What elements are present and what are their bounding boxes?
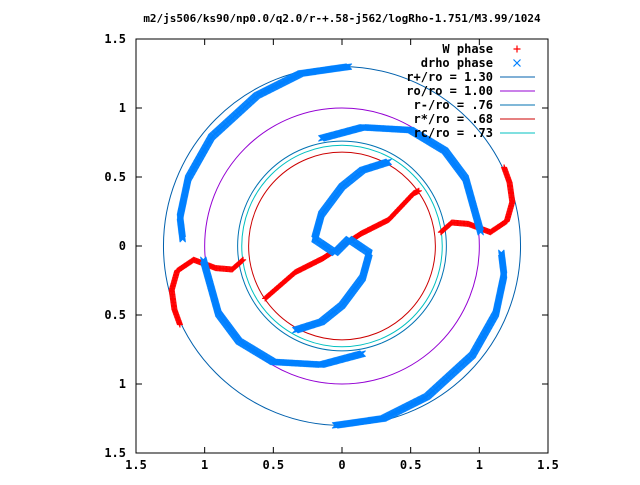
x-tick-label-5: 1 [476,458,483,472]
x-tick-label-4: 0.5 [400,458,422,472]
point-s0-a2-end [501,164,508,171]
legend-swatch-0 [513,45,521,53]
y-tick-label-3: 0 [119,239,126,253]
point-s1-a0-end [291,326,299,334]
y-tick-label-2: 0.5 [104,308,126,322]
legend-label-3: ro/ro = 1.00 [406,84,493,98]
legend-label-6: rc/ro = .73 [414,126,493,140]
circle-3 [248,151,436,341]
point-s1-a1-end [179,235,187,243]
point-s1-a3-end [477,228,485,236]
x-tick-label-6: 1.5 [537,458,559,472]
point-s1-a2-5-24 [498,250,505,258]
point-s1-a1-5-22 [179,233,186,240]
y-tick-label-4: 0.5 [104,170,126,184]
legend-label-1: drho phase [421,56,493,70]
chart-title: m2/js506/ks90/np0.0/q2.0/r-+.58-j562/log… [143,12,541,25]
point-s1-a2-end [497,249,505,257]
x-tick-label-2: 0.5 [262,458,284,472]
legend-label-5: r*/ro = .68 [414,112,493,126]
points-layer [168,63,516,429]
legend-label-4: r-/ro = .76 [414,98,493,112]
point-s0-a1-end [176,321,183,328]
x-tick-label-3: 0 [338,458,345,472]
point-s0-a0-end [415,187,422,194]
point-s1-a2-5-23 [498,251,505,259]
y-tick-label-1: 1 [119,377,126,391]
x-tick-label-1: 1 [201,458,208,472]
legend-label-2: r+/ro = 1.30 [406,70,493,84]
y-tick-label-6: 1.5 [104,32,126,46]
point-s1-a2-5-22 [498,252,505,259]
series-0 [168,164,516,328]
y-tick-label-5: 1 [119,101,126,115]
series-1 [176,63,508,429]
circle-2 [237,140,447,352]
point-s1-a4-end [199,256,207,264]
point-s1-a1-5-24 [179,234,186,242]
y-tick-label-0: 1.5 [104,446,126,460]
legend-swatch-1 [513,59,521,67]
x-tick-label-0: 1.5 [125,458,147,472]
point-s1-a1-5-23 [179,233,186,241]
legend-label-0: W phase [442,42,493,56]
circle-1 [204,107,480,385]
circle-4 [241,144,443,348]
